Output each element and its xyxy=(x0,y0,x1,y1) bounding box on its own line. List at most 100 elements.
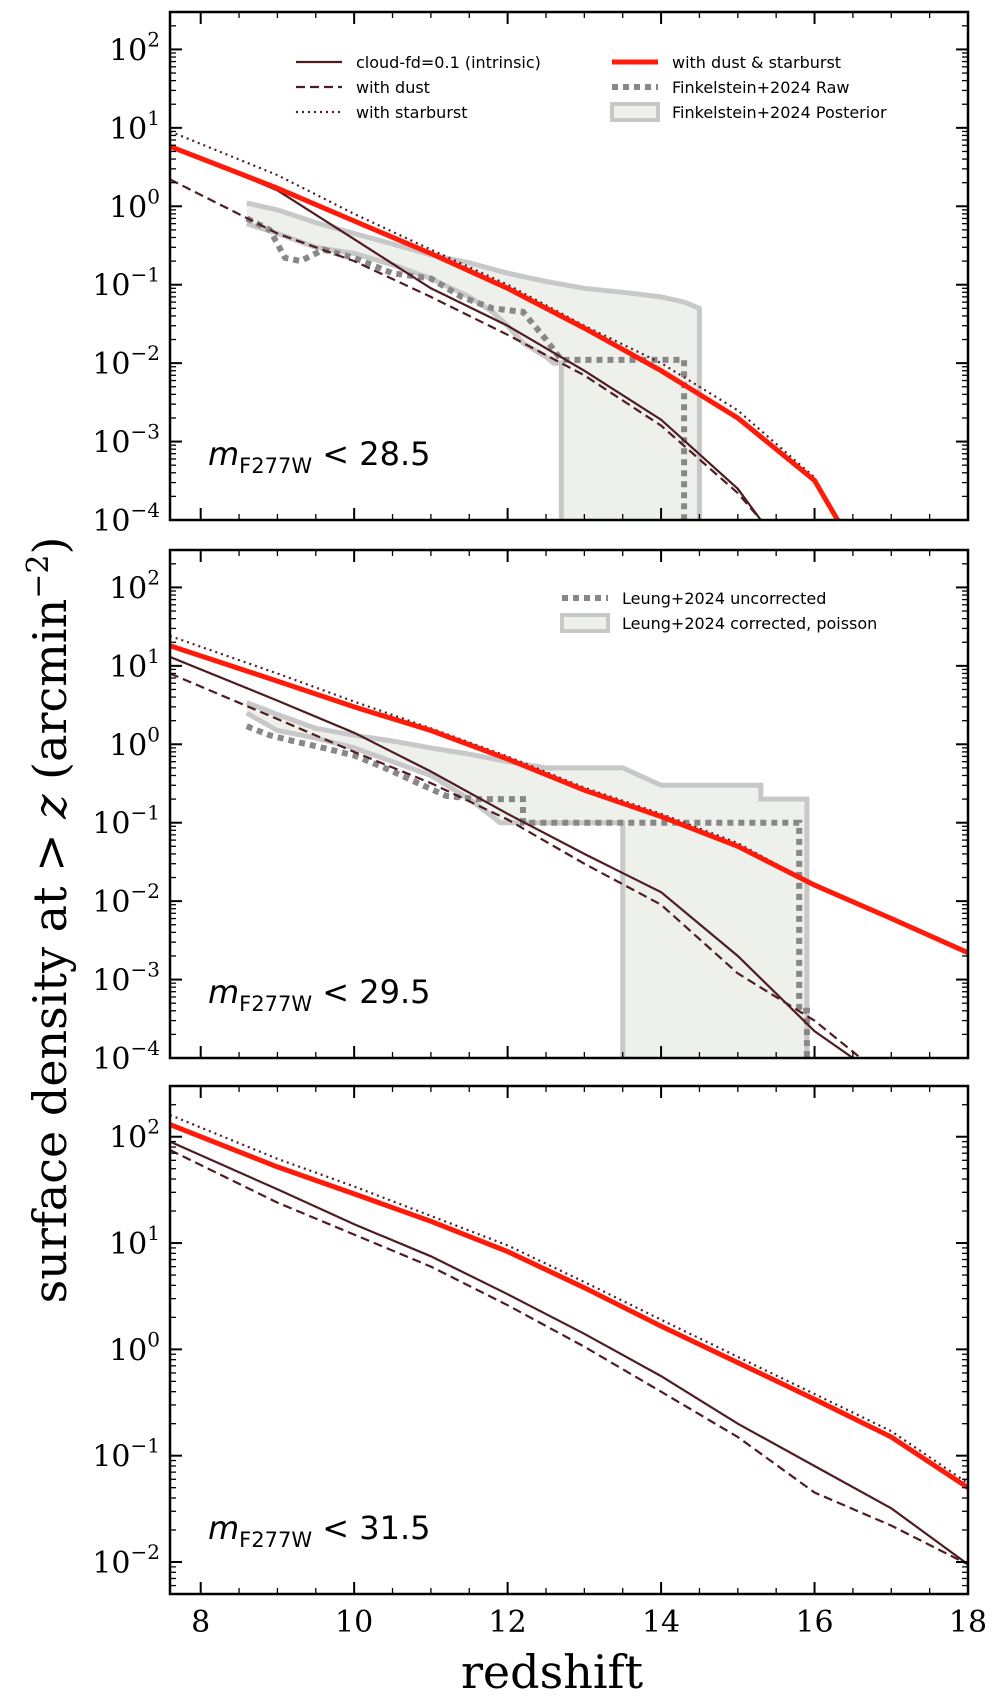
legend-label: Leung+2024 uncorrected xyxy=(622,589,826,608)
series-intrinsic-panel-3 xyxy=(170,1140,968,1566)
annotation-subscript: F277W xyxy=(239,1528,312,1552)
legend-label: with starburst xyxy=(356,103,468,122)
y-tick-exponent: 2 xyxy=(147,565,160,589)
y-tick-label: 10−2 xyxy=(92,1540,160,1581)
y-tick-base: 10 xyxy=(109,33,147,68)
series-dust-panel-1 xyxy=(170,178,762,520)
annotation-cut: < 28.5 xyxy=(312,435,430,473)
series-obs-band-panel-2-lower xyxy=(245,710,626,1058)
plot-area-2 xyxy=(170,634,968,1058)
legend-label: Finkelstein+2024 Posterior xyxy=(672,103,887,122)
y-tick-base: 10 xyxy=(92,347,130,382)
annotation-m: m xyxy=(208,435,239,473)
y-tick-base: 10 xyxy=(92,885,130,920)
y-ticks-1 xyxy=(170,11,968,521)
x-tick-label: 10 xyxy=(335,1605,373,1640)
y-tick-exponent: 0 xyxy=(147,1327,160,1351)
series-both-panel-2 xyxy=(170,643,968,955)
y-ticks-3 xyxy=(170,1085,968,1595)
y-axis-label-group: surface density at > z (arcmin−2) xyxy=(21,537,77,1304)
magnitude-cut-label-2: mF277W < 29.5 xyxy=(208,973,431,1016)
y-tick-label: 100 xyxy=(109,722,160,763)
y-tick-exponent: −2 xyxy=(131,341,160,365)
y-tick-exponent: −2 xyxy=(131,879,160,903)
series-starburst-panel-1 xyxy=(170,130,839,520)
x-axis-label: redshift xyxy=(461,1645,644,1699)
x-tick-label: 12 xyxy=(489,1605,527,1640)
series-both-panel-3 xyxy=(170,1122,968,1490)
y-axis-label: surface density at > z (arcmin−2) xyxy=(21,537,77,1304)
series-obs-raw-panel-2 xyxy=(245,723,810,1058)
annotation-m: m xyxy=(208,973,239,1011)
y-ticks-2 xyxy=(170,549,968,1059)
annotation-subscript: F277W xyxy=(239,992,312,1016)
x-tick-label: 8 xyxy=(191,1605,210,1640)
legend-label: Leung+2024 corrected, poisson xyxy=(622,614,877,633)
series-intrinsic-panel-2 xyxy=(170,655,854,1058)
annotation-cut: < 29.5 xyxy=(312,973,430,1011)
y-tick-label: 102 xyxy=(109,27,160,68)
legend-label: Finkelstein+2024 Raw xyxy=(672,78,850,97)
series-obs-band-panel-1-fill xyxy=(246,203,700,520)
y-tick-label: 10−3 xyxy=(92,958,160,999)
y-tick-exponent: 2 xyxy=(147,27,160,51)
legend-swatch xyxy=(560,613,610,633)
y-tick-exponent: 2 xyxy=(147,1115,160,1139)
legend-swatch xyxy=(610,102,660,122)
x-ticks-3 xyxy=(199,1086,969,1594)
plot-area-3 xyxy=(170,1113,968,1566)
y-tick-exponent: 0 xyxy=(147,722,160,746)
legend-label: with dust xyxy=(356,78,430,97)
x-ticks-2 xyxy=(199,550,969,1058)
y-tick-exponent: −4 xyxy=(131,1036,160,1060)
y-tick-base: 10 xyxy=(109,728,147,763)
axes-frame-3 xyxy=(168,1084,970,1596)
y-tick-base: 10 xyxy=(92,1440,130,1475)
series-starburst-panel-2 xyxy=(170,634,816,887)
annotation-subscript: F277W xyxy=(239,454,312,478)
y-tick-base: 10 xyxy=(109,1121,147,1156)
y-tick-label: 10−2 xyxy=(92,341,160,382)
x-tick-label: 18 xyxy=(949,1605,987,1640)
x-ticks-1 xyxy=(199,12,969,520)
y-tick-exponent: −1 xyxy=(131,1434,160,1458)
series-intrinsic-panel-1 xyxy=(170,144,762,520)
x-tick-label: 14 xyxy=(642,1605,680,1640)
y-tick-exponent: 1 xyxy=(147,106,160,130)
y-tick-label: 100 xyxy=(109,184,160,225)
y-tick-exponent: −4 xyxy=(131,498,160,522)
y-label-part-1: surface density at > xyxy=(23,819,77,1304)
series-obs-band-panel-1-upper xyxy=(246,200,702,520)
y-tick-label: 100 xyxy=(109,1327,160,1368)
y-tick-exponent: −2 xyxy=(131,1540,160,1564)
y-tick-label: 10−4 xyxy=(92,1036,160,1077)
y-tick-label: 10−4 xyxy=(92,498,160,539)
magnitude-cut-label-1: mF277W < 28.5 xyxy=(208,435,431,478)
x-tick-labels: 8 10 12 14 16 18 xyxy=(191,1605,987,1640)
y-label-part-2: (arcmin xyxy=(23,599,77,795)
y-tick-base: 10 xyxy=(92,1042,130,1077)
y-tick-base: 10 xyxy=(92,504,130,539)
magnitude-cut-label-3: mF277W < 31.5 xyxy=(208,1509,431,1552)
y-tick-label: 102 xyxy=(109,1115,160,1156)
axes-frame-2 xyxy=(168,548,970,1060)
y-tick-base: 10 xyxy=(109,112,147,147)
y-tick-exponent: 1 xyxy=(147,1221,160,1245)
x-tick-label: 16 xyxy=(795,1605,833,1640)
annotation-cut: < 31.5 xyxy=(312,1509,430,1547)
y-tick-label: 10−1 xyxy=(92,801,160,842)
y-tick-base: 10 xyxy=(109,190,147,225)
series-obs-band-panel-2-upper xyxy=(245,700,810,1058)
legend-label: cloud-fd=0.1 (intrinsic) xyxy=(356,53,541,72)
legend-label: with dust & starburst xyxy=(672,53,841,72)
y-tick-base: 10 xyxy=(92,964,130,999)
y-tick-label: 101 xyxy=(109,644,160,685)
legend-1: cloud-fd=0.1 (intrinsic) with dust with st… xyxy=(296,53,887,122)
y-tick-label: 101 xyxy=(109,1221,160,1262)
legend-2: Leung+2024 uncorrected Leung+2024 correct… xyxy=(560,589,877,633)
